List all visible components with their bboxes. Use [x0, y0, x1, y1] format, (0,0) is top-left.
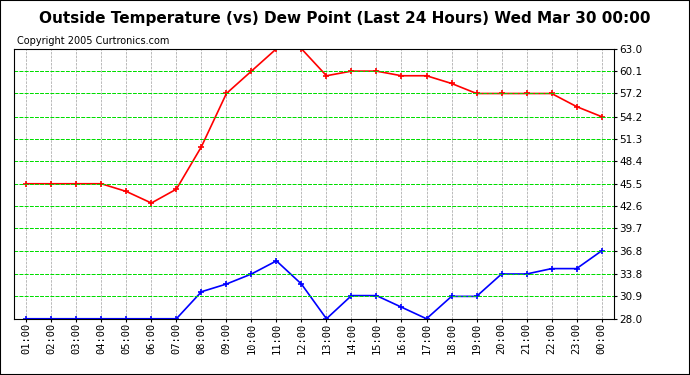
Text: Outside Temperature (vs) Dew Point (Last 24 Hours) Wed Mar 30 00:00: Outside Temperature (vs) Dew Point (Last… — [39, 11, 651, 26]
Text: Copyright 2005 Curtronics.com: Copyright 2005 Curtronics.com — [17, 36, 169, 46]
